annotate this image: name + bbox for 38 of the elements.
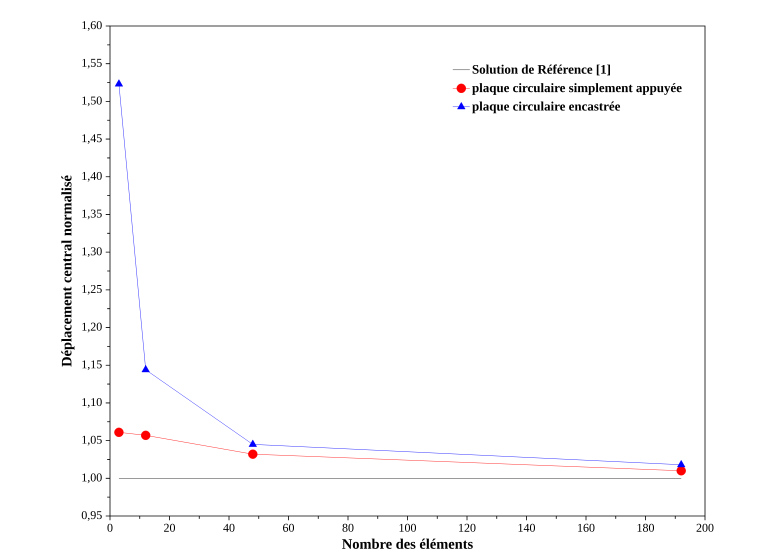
y-tick-label: 1,05 [82, 436, 102, 446]
x-tick-label: 40 [223, 524, 235, 532]
y-tick-label: 1,35 [82, 210, 102, 220]
point [141, 430, 150, 440]
point [677, 460, 686, 468]
x-tick-label: 100 [400, 524, 416, 532]
point [248, 440, 257, 447]
legend-label: Solution de Référence [1] [472, 64, 610, 76]
x-tick-label: 180 [638, 524, 654, 532]
y-tick-label: 1,60 [82, 21, 102, 31]
y-tick-label: 1,25 [82, 284, 102, 295]
point [142, 365, 150, 372]
x-tick-label: 60 [283, 524, 294, 532]
y-tick-label: 1,40 [82, 172, 102, 182]
y-tick-label: 1,15 [82, 360, 102, 370]
legend-label: plaque circulaire encastrée [472, 102, 620, 114]
y-tick-label: 0,95 [82, 511, 102, 521]
point [248, 450, 258, 459]
y-tick-label: 1,55 [82, 58, 102, 69]
y-tick-label: 1,50 [82, 96, 102, 106]
x-tick-label: 120 [459, 524, 476, 532]
y-tick-label: 1,20 [82, 322, 102, 332]
x-tick-label: 200 [696, 524, 714, 532]
y-axis-title: Déplacement central normalisé [61, 175, 74, 367]
y-tick-label: 1,45 [82, 134, 102, 144]
point [114, 79, 124, 86]
x-tick-label: 160 [578, 524, 595, 532]
x-tick-label: 140 [518, 524, 536, 532]
y-tick-label: 1,10 [82, 398, 102, 408]
x-tick-label: 80 [342, 524, 354, 532]
legend-label: plaque circulaire simplement appuyée [472, 83, 682, 95]
y-tick-label: 1,30 [82, 247, 102, 258]
point [676, 466, 686, 476]
x-tick-label: 20 [164, 524, 176, 532]
x-axis-title: Nombre des éléments [342, 538, 473, 549]
x-tick-label: 0 [107, 524, 113, 532]
point [114, 428, 124, 438]
y-tick-label: 1,00 [82, 473, 102, 484]
